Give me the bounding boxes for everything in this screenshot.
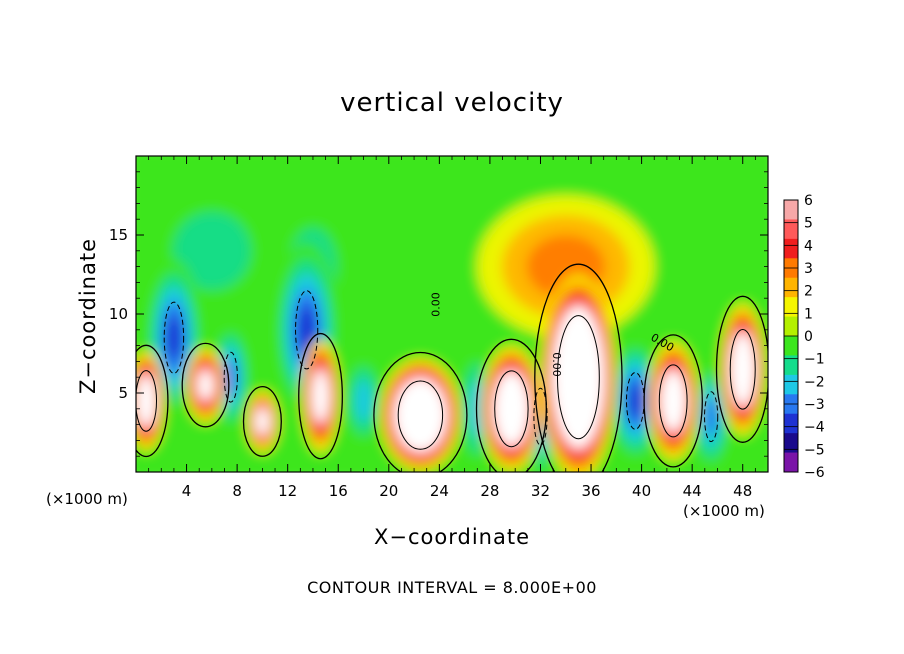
zero-contour [373, 351, 468, 472]
velocity-field [136, 156, 768, 472]
x-tick-label: 20 [379, 482, 398, 500]
field-feature-updraft [481, 345, 542, 472]
negative-contour [223, 351, 238, 403]
y-tick-label: 10 [109, 305, 128, 323]
negative-contour [163, 301, 185, 374]
colorbar-swatch [784, 374, 798, 395]
field-feature-updraft [246, 389, 279, 454]
zero-contour [534, 263, 623, 472]
x-tick-label: 36 [581, 482, 600, 500]
x-tick-label: 4 [182, 482, 192, 500]
colorbar-tick-label: 5 [804, 216, 813, 232]
x-tick-label: 8 [232, 482, 242, 500]
colorbar-tick-label: −3 [804, 397, 825, 413]
x-tick-label: 24 [430, 482, 449, 500]
x-tick-label: 28 [480, 482, 499, 500]
positive-contour [557, 315, 600, 440]
zero-contour [475, 338, 547, 472]
contour-label: 0.00 [429, 292, 442, 317]
zero-contour [298, 332, 343, 460]
zero-contour [715, 295, 768, 443]
colorbar-swatch [784, 277, 798, 298]
colorbar-swatch [784, 452, 798, 473]
field-feature-updraft [301, 339, 340, 454]
colorbar-tick-label: 4 [804, 238, 813, 254]
contour-label: 0.00 [550, 352, 563, 377]
x-tick-label: 44 [683, 482, 702, 500]
colorbar-swatch [784, 316, 798, 337]
colorbar-tick-label: 6 [804, 193, 813, 209]
x-tick-label: 40 [632, 482, 651, 500]
positive-contour [397, 380, 444, 450]
positive-contour [494, 370, 529, 448]
colorbar-tick-label: −6 [804, 465, 825, 481]
field-feature-downdraft [344, 353, 383, 449]
y-tick-label: 5 [118, 384, 128, 402]
colorbar-tick-label: −4 [804, 420, 825, 436]
colorbar-tick-label: −1 [804, 352, 825, 368]
x-axis-label: X−coordinate [374, 525, 530, 549]
x-tick-label: 32 [531, 482, 550, 500]
colorbar-tick-label: −5 [804, 442, 825, 458]
x-unit-label-left: (×1000 m) [46, 490, 128, 508]
colorbar-tick-label: 2 [804, 284, 813, 300]
x-tick-label: 12 [278, 482, 297, 500]
negative-contour [295, 290, 319, 370]
y-tick-label: 15 [109, 226, 128, 244]
x-axis: 4 8 12 16 20 24 28 32 36 40 44 48 [148, 156, 756, 500]
colorbar-swatch [784, 200, 798, 220]
chart-title: vertical velocity [340, 88, 564, 118]
colorbar-swatch [784, 238, 798, 259]
zero-contour [136, 344, 169, 458]
x-tick-label: 16 [329, 482, 348, 500]
positive-contour [729, 329, 756, 410]
colorbar: 6 5 4 3 2 1 0 −1 −2 −3 −4 −5 −6 [783, 193, 825, 481]
colorbar-tick-label: 3 [804, 261, 813, 277]
x-unit-label-right: (×1000 m) [683, 502, 765, 520]
y-axis: 5 10 15 [109, 171, 768, 457]
zero-contour [242, 385, 282, 457]
field-feature-updraft [185, 347, 226, 423]
field-feature-updraft [136, 350, 166, 452]
field-feature-updraft [719, 302, 766, 436]
colorbar-tick-label: −2 [804, 374, 825, 390]
colorbar-swatch [784, 297, 798, 317]
colorbar-swatch [784, 433, 798, 453]
colorbar-swatch [784, 219, 798, 240]
zero-contour [181, 342, 230, 428]
colorbar-tick-label: 1 [804, 306, 813, 322]
colorbar-swatch [784, 336, 798, 356]
negative-contour [625, 372, 645, 430]
colorbar-swatch [784, 355, 798, 376]
contour-interval-label: CONTOUR INTERVAL = 8.000E+00 [307, 578, 597, 597]
field-feature-updraft [540, 274, 617, 472]
colorbar-swatch [784, 413, 798, 434]
positive-contour [658, 364, 688, 438]
positive-contour [136, 370, 158, 432]
field-feature-updraft [380, 358, 461, 472]
field-feature-updraft [647, 340, 699, 461]
negative-contour [533, 387, 548, 446]
negative-contour [704, 391, 719, 443]
colorbar-tick-label: 0 [804, 329, 813, 345]
x-tick-label: 48 [733, 482, 752, 500]
